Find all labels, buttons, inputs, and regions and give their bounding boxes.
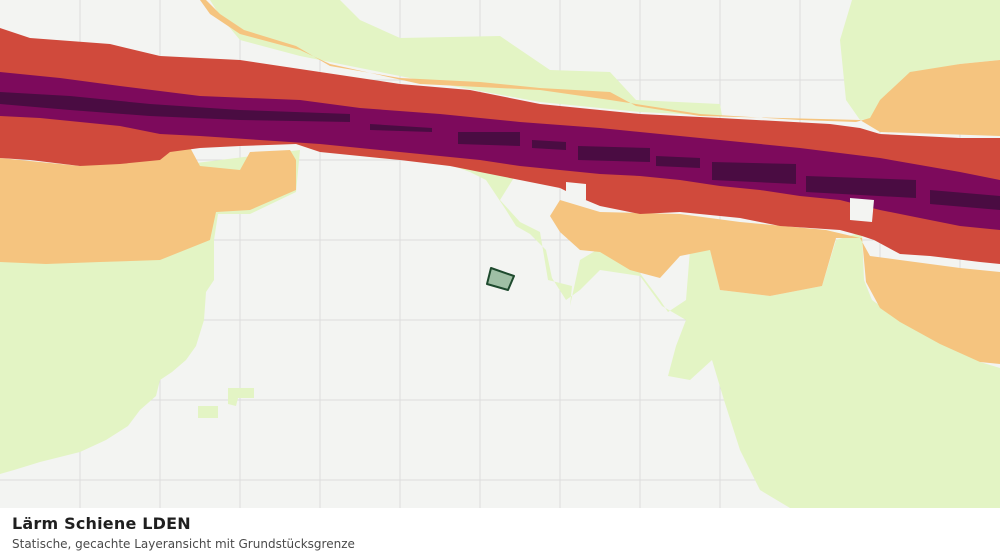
layer-caption: Lärm Schiene LDEN Statische, gecachte La… <box>0 508 1000 560</box>
parcel-boundary[interactable] <box>486 267 515 291</box>
layer-subtitle: Statische, gecachte Layeransicht mit Gru… <box>12 537 355 551</box>
noise-map[interactable] <box>0 0 1000 508</box>
noise-band-low-west <box>0 140 296 264</box>
noise-band-highest-7 <box>712 162 796 184</box>
noise-band-highest-6 <box>656 156 700 168</box>
noise-band-lowest-north <box>210 0 722 116</box>
layer-title: Lärm Schiene LDEN <box>12 514 191 533</box>
noise-band-lowest-patch-1 <box>228 388 254 406</box>
noise-band-highest-1 <box>0 92 350 122</box>
noise-band-lowest-patch-2 <box>198 406 218 418</box>
noise-band-low-north <box>0 0 1000 136</box>
noise-map-canvas <box>0 0 1000 508</box>
noise-band-lowest-west <box>0 150 300 474</box>
noise-band-highest-2 <box>370 124 432 132</box>
noise-band-highest-4 <box>532 140 566 150</box>
noise-band-lowest-center <box>450 165 1000 508</box>
noise-band-gap-2 <box>850 198 874 222</box>
noise-band-highest-8 <box>806 176 916 198</box>
noise-band-highest-5 <box>578 146 650 162</box>
noise-band-gap-1 <box>566 182 586 200</box>
noise-band-low-east <box>550 200 1000 364</box>
noise-band-lowest-northeast <box>840 0 1000 120</box>
noise-band-highest-9 <box>930 190 1000 210</box>
noise-band-highest-3 <box>458 132 520 146</box>
